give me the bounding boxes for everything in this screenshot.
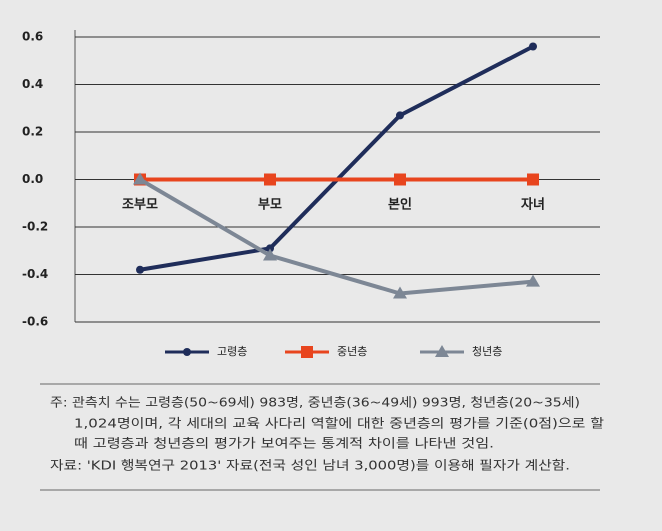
x-tick-label: 자녀 xyxy=(521,197,545,213)
marker xyxy=(435,345,449,357)
marker xyxy=(266,244,274,253)
legend-label: 청년층 xyxy=(472,345,502,358)
marker xyxy=(133,172,147,185)
y-tick-label: 0.4 xyxy=(22,77,43,91)
note: 1,024명이며, 각 세대의 교육 사다리 역할에 대한 중년층의 평가를 기… xyxy=(74,416,605,431)
note: 주: 관측치 수는 고령층(50~69세) 983명, 중년층(36~49세) … xyxy=(50,395,580,410)
marker xyxy=(396,111,404,120)
y-tick-label: 0.6 xyxy=(22,30,43,44)
legend-label: 고령층 xyxy=(217,345,247,358)
marker xyxy=(136,265,144,274)
marker xyxy=(526,274,540,287)
series-line xyxy=(139,44,534,272)
x-tick-label: 조부모 xyxy=(122,198,158,213)
x-tick-label: 부모 xyxy=(258,198,282,213)
y-tick-label: -0.6 xyxy=(22,315,48,329)
series-line xyxy=(138,177,534,296)
y-tick-label: 0.2 xyxy=(22,125,43,139)
note: 때 고령층과 청년층의 평가가 보여주는 통계적 차이를 나타낸 것임. xyxy=(74,436,494,451)
y-tick-label: 0.0 xyxy=(22,172,43,186)
legend-label: 중년층 xyxy=(337,345,367,358)
marker xyxy=(529,42,537,51)
note: 자료: 'KDI 행복연구 2013' 자료(전국 성인 남녀 3,000명)를… xyxy=(50,458,570,473)
y-tick-label: -0.4 xyxy=(22,267,48,281)
x-tick-label: 본인 xyxy=(388,197,412,213)
marker xyxy=(527,173,539,186)
marker xyxy=(394,173,406,186)
marker xyxy=(263,248,277,261)
marker xyxy=(183,348,191,356)
marker xyxy=(301,346,313,358)
marker xyxy=(264,173,276,186)
marker xyxy=(393,286,407,299)
y-tick-label: -0.2 xyxy=(22,220,48,234)
